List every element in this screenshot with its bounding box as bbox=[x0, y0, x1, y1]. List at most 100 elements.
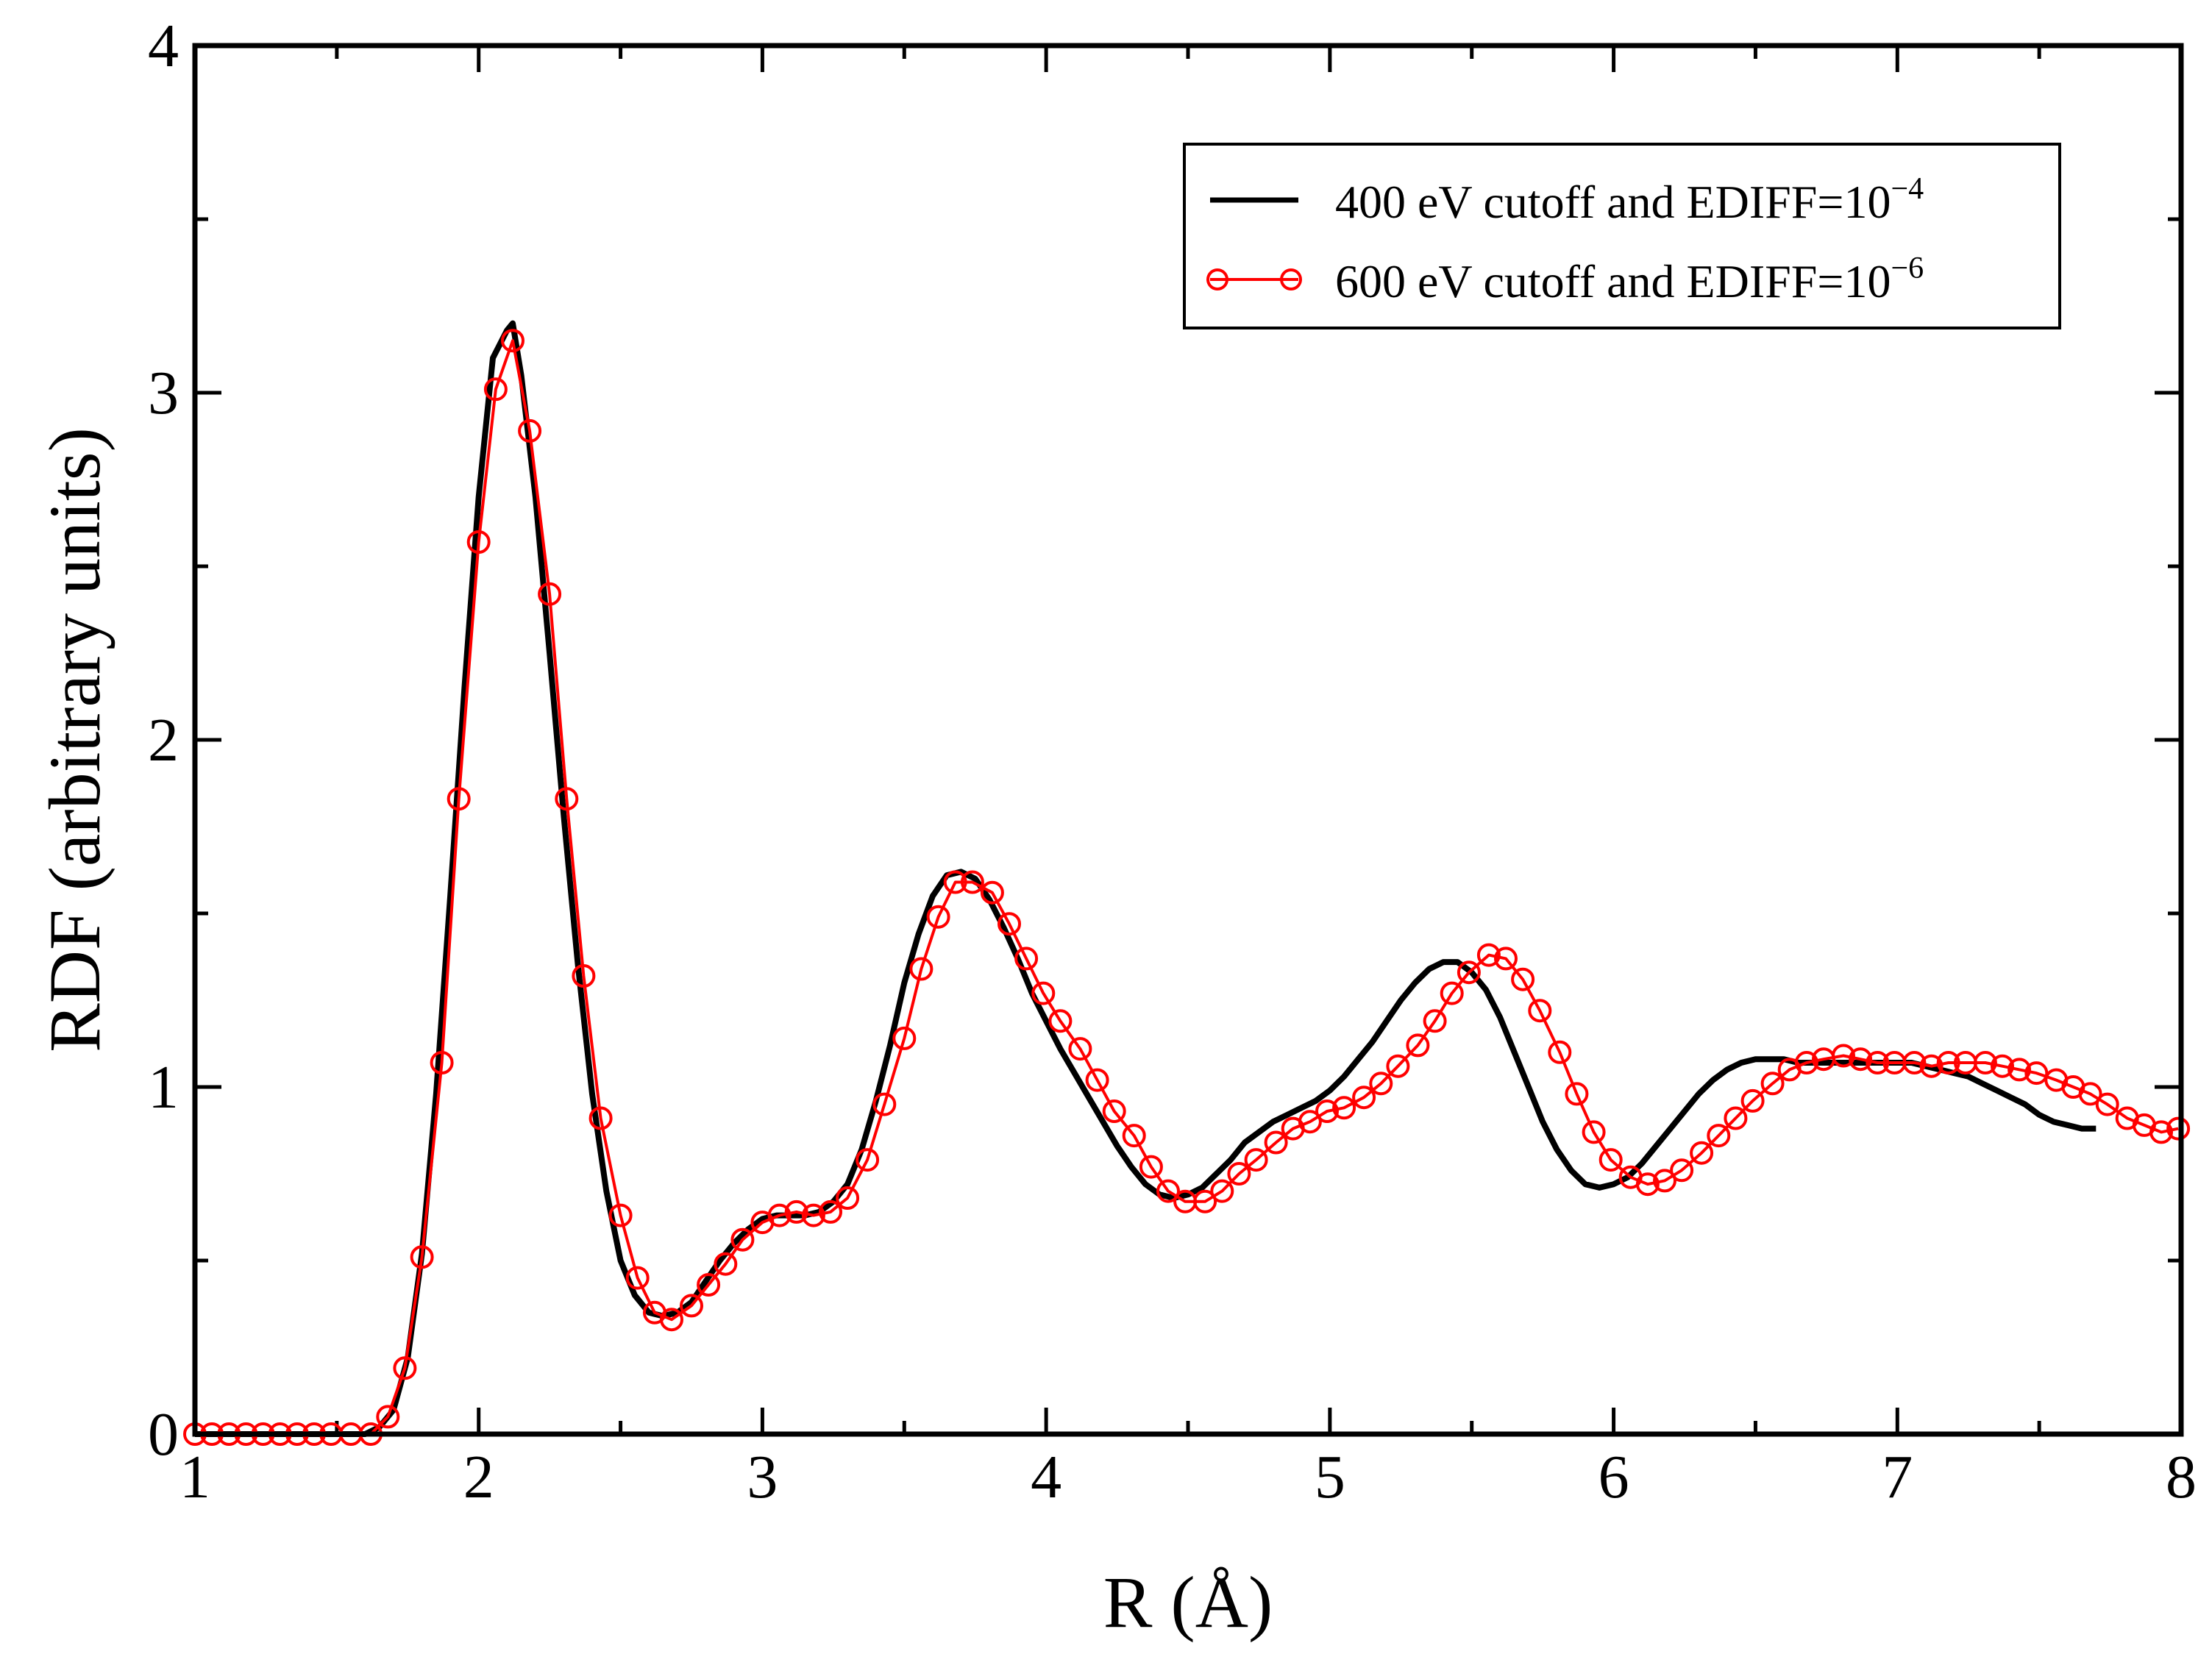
series-2-marker bbox=[801, 1203, 825, 1227]
series-2-marker bbox=[1031, 981, 1056, 1005]
series-2-marker bbox=[625, 1266, 650, 1290]
series-2-marker bbox=[538, 582, 562, 606]
series-2-marker bbox=[943, 870, 967, 894]
legend: 400 eV cutoff and EDIFF=10−4 600 eV cuto… bbox=[1183, 143, 2061, 329]
series-2-marker bbox=[1973, 1051, 1997, 1074]
series-2-marker bbox=[2095, 1092, 2119, 1116]
series-2-marker bbox=[2007, 1058, 2032, 1082]
series-2-marker bbox=[1210, 1179, 1234, 1203]
series-2-marker bbox=[1369, 1072, 1393, 1096]
series-2-marker bbox=[466, 530, 491, 554]
x-tick-label: 6 bbox=[1598, 1443, 1629, 1511]
series-2-marker bbox=[572, 964, 596, 988]
series-2-marker bbox=[1670, 1158, 1694, 1183]
series-2-marker bbox=[1849, 1047, 1873, 1072]
series-2-marker bbox=[1653, 1169, 1676, 1193]
series-2-marker bbox=[1832, 1044, 1855, 1068]
series-2-marker bbox=[1598, 1148, 1623, 1172]
series-2-marker bbox=[1440, 981, 1464, 1005]
series-2-marker bbox=[960, 870, 984, 894]
series-2-marker bbox=[1014, 947, 1039, 971]
x-tick-label: 3 bbox=[747, 1443, 778, 1511]
series-2-marker bbox=[660, 1308, 683, 1332]
legend-label-series-1-base: 400 eV cutoff and EDIFF=10 bbox=[1335, 176, 1891, 228]
series-2-marker bbox=[2024, 1061, 2049, 1086]
legend-marker-series-2-left bbox=[1206, 268, 1228, 290]
series-2-marker bbox=[2149, 1120, 2173, 1144]
series-2-marker bbox=[1866, 1051, 1890, 1074]
x-tick-label: 8 bbox=[2166, 1443, 2197, 1511]
series-2-marker bbox=[680, 1294, 703, 1318]
series-2-marker bbox=[1423, 1009, 1447, 1033]
series-2-marker bbox=[784, 1199, 808, 1224]
series-2-marker bbox=[697, 1273, 721, 1297]
series-2-marker bbox=[1476, 943, 1501, 967]
series-2-marker bbox=[1740, 1088, 1765, 1113]
y-axis-label: RDF (arbitrary units) bbox=[34, 427, 115, 1052]
y-tick-label: 0 bbox=[148, 1400, 179, 1469]
series-2-marker bbox=[1936, 1051, 1960, 1074]
series-2-marker bbox=[1386, 1054, 1410, 1078]
series-2-marker bbox=[1548, 1040, 1572, 1064]
series-2-marker bbox=[819, 1199, 842, 1224]
series-2-marker bbox=[980, 880, 1004, 905]
series-2-marker bbox=[1352, 1086, 1376, 1110]
y-tick-label: 4 bbox=[148, 12, 179, 80]
series-2-marker bbox=[1690, 1141, 1714, 1165]
series-2-marker bbox=[1193, 1189, 1217, 1213]
x-tick-label: 7 bbox=[1882, 1443, 1913, 1511]
legend-label-series-2-base: 600 eV cutoff and EDIFF=10 bbox=[1335, 255, 1891, 307]
y-tick-label: 3 bbox=[148, 359, 179, 427]
series-2-marker bbox=[1122, 1124, 1146, 1148]
series-2-marker bbox=[1760, 1072, 1785, 1096]
legend-marker-series-2-right bbox=[1280, 268, 1302, 290]
series-2-marker bbox=[872, 1092, 897, 1116]
series-2-marker bbox=[376, 1405, 400, 1429]
series-2-marker bbox=[1528, 999, 1552, 1023]
series-2-marker bbox=[1264, 1130, 1288, 1155]
y-tick-label: 1 bbox=[148, 1053, 179, 1122]
series-2-marker bbox=[393, 1356, 417, 1380]
series-2-marker bbox=[1511, 967, 1535, 991]
series-2-marker bbox=[588, 1106, 613, 1130]
series-2-marker bbox=[892, 1026, 917, 1050]
series-2-marker bbox=[1635, 1172, 1660, 1197]
series-2-marker bbox=[608, 1203, 633, 1227]
series-2-marker bbox=[518, 418, 542, 443]
series-2-marker bbox=[2078, 1082, 2102, 1106]
series-2-marker bbox=[1298, 1110, 1322, 1134]
x-tick-label: 5 bbox=[1315, 1443, 1345, 1511]
series-2-marker bbox=[1724, 1106, 1748, 1130]
series-2-marker bbox=[714, 1252, 738, 1276]
series-2-marker bbox=[730, 1227, 755, 1252]
series-2-marker bbox=[1565, 1082, 1589, 1106]
series-2-marker bbox=[1406, 1033, 1430, 1058]
series-2-marker bbox=[1156, 1179, 1180, 1203]
series-2-marker bbox=[2166, 1116, 2191, 1141]
series-2-marker bbox=[447, 787, 471, 811]
series-2-marker bbox=[1315, 1099, 1339, 1123]
series-2-marker bbox=[1707, 1124, 1731, 1148]
series-2-marker bbox=[767, 1203, 792, 1227]
series-2-marker bbox=[1902, 1051, 1927, 1074]
series-2-marker bbox=[1139, 1155, 1163, 1179]
series-2-marker bbox=[555, 787, 579, 811]
legend-label-series-2-exp: −6 bbox=[1891, 252, 1924, 285]
legend-label-series-1: 400 eV cutoff and EDIFF=10−4 bbox=[1335, 172, 1924, 228]
series-2-marker bbox=[430, 1051, 454, 1074]
series-2-marker bbox=[909, 957, 933, 981]
x-tick-label: 1 bbox=[179, 1443, 210, 1511]
series-2-marker bbox=[1919, 1054, 1943, 1078]
series-2-marker bbox=[1457, 960, 1481, 985]
series-2-marker bbox=[1227, 1162, 1251, 1186]
series-2-marker bbox=[1494, 947, 1518, 971]
series-2-marker bbox=[997, 912, 1021, 936]
legend-box bbox=[1183, 143, 2061, 329]
series-2-marker bbox=[483, 377, 508, 402]
series-2-marker bbox=[926, 905, 950, 929]
series-2-marker bbox=[856, 1148, 880, 1172]
series-2-marker bbox=[501, 329, 524, 353]
series-2-marker bbox=[1102, 1099, 1126, 1123]
